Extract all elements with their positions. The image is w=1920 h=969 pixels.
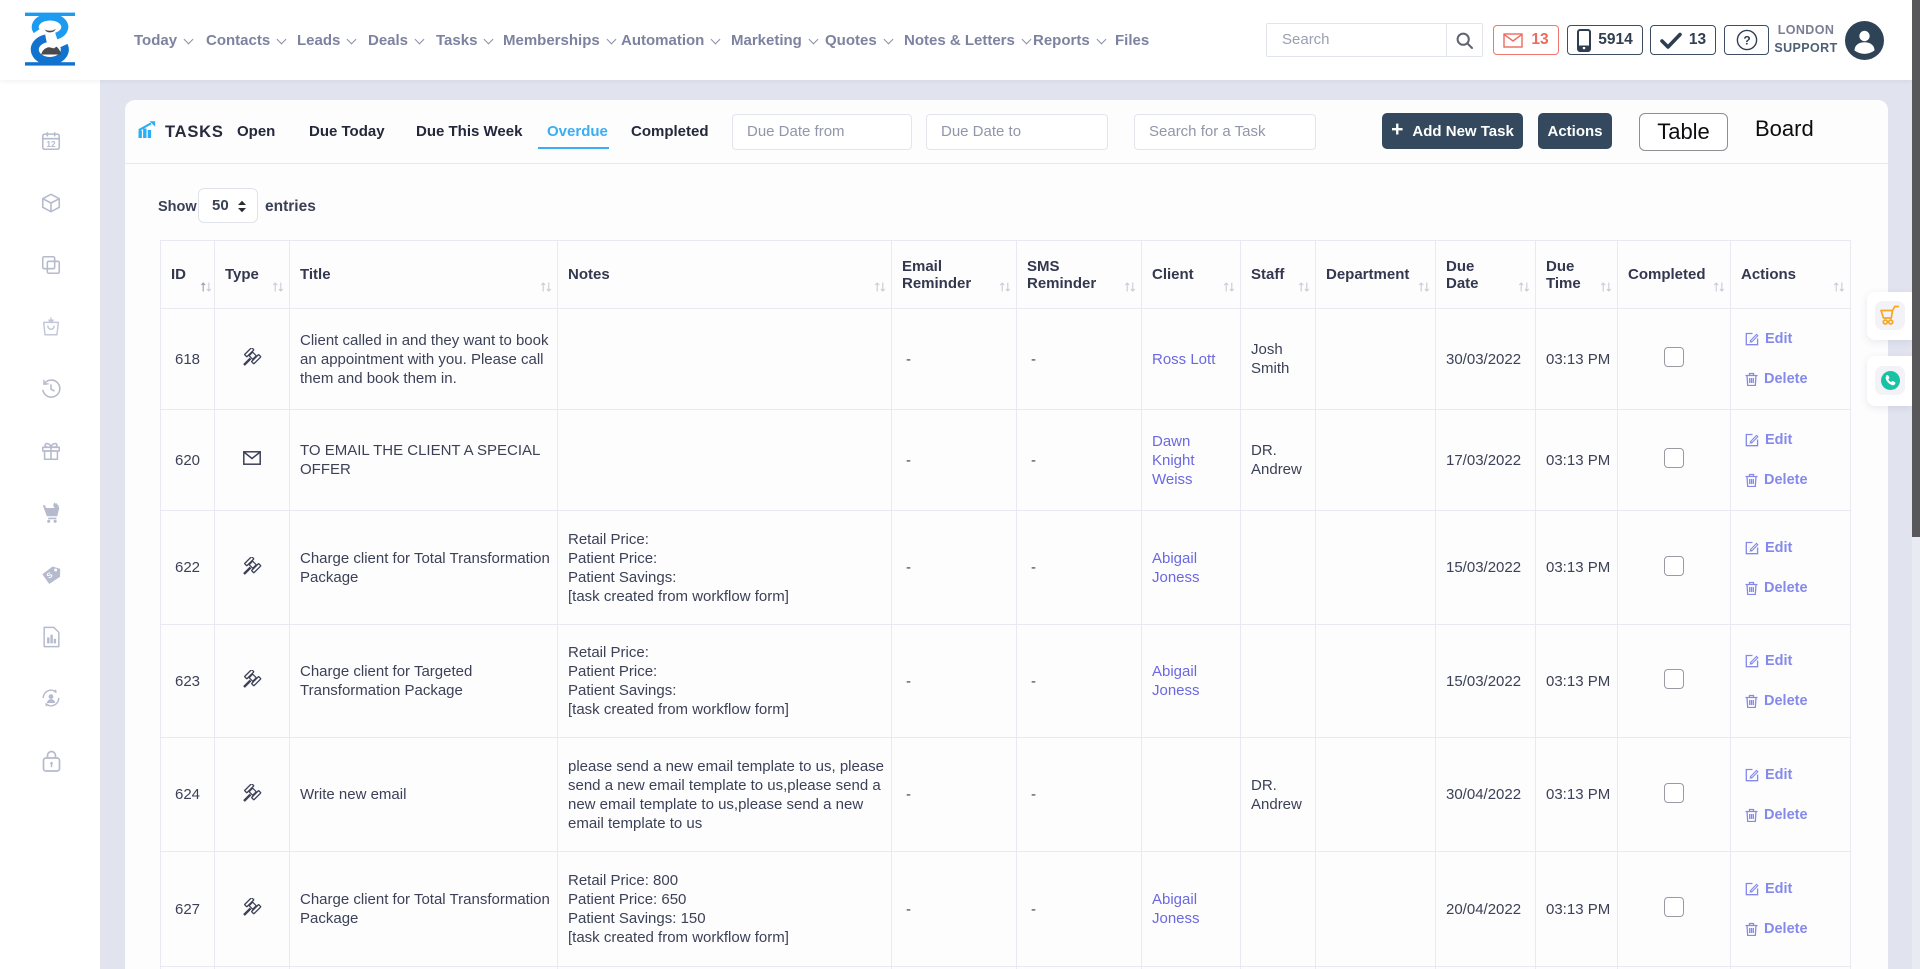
svg-text:S: S xyxy=(45,570,55,580)
svg-text:12: 12 xyxy=(46,140,56,149)
svg-text:?: ? xyxy=(1743,33,1750,47)
